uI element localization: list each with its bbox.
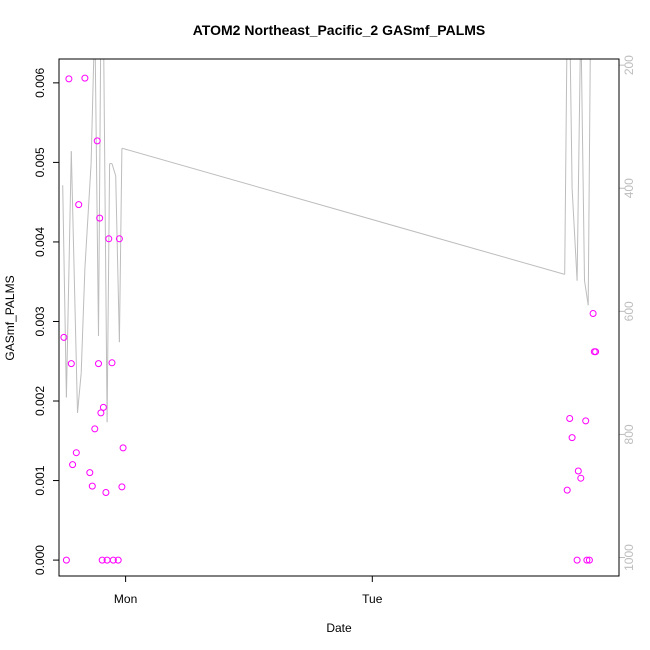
line-segment (571, 188, 578, 281)
data-point (91, 425, 99, 433)
line-segment (84, 163, 92, 269)
data-point (67, 360, 75, 368)
line-segment (569, 59, 573, 189)
line-segment (111, 163, 117, 177)
data-point (577, 474, 585, 482)
x-tick-label: Mon (114, 592, 137, 606)
data-point (98, 556, 106, 564)
data-point (589, 310, 597, 317)
data-point (99, 403, 107, 411)
data-point (573, 556, 581, 564)
y-tick-label: 0.001 (33, 465, 47, 495)
line-segment (90, 59, 95, 164)
plot-frame (58, 58, 620, 577)
line-segment (576, 59, 581, 281)
data-point (563, 486, 571, 494)
line-segment (62, 185, 67, 398)
y-right-tick-label: 800 (622, 424, 636, 444)
y-tick-label: 0.003 (33, 306, 47, 336)
data-point (72, 449, 80, 457)
line-segment (118, 148, 123, 343)
line-series (62, 59, 591, 423)
data-point (119, 444, 127, 452)
y-tick-label: 0.005 (33, 147, 47, 177)
data-point (93, 137, 101, 145)
data-point (102, 489, 110, 496)
data-point (108, 359, 116, 367)
line-segment (584, 280, 589, 306)
data-point (96, 214, 104, 222)
line-segment (115, 175, 120, 343)
y-tick-label: 0.004 (33, 227, 47, 257)
data-point (105, 235, 113, 243)
line-segment (98, 59, 102, 337)
chart-title: ATOM2 Northeast_Pacific_2 GASmf_PALMS (193, 22, 486, 38)
data-point (583, 556, 591, 564)
data-point (574, 467, 582, 475)
line-segment (587, 59, 591, 306)
data-point (566, 415, 574, 422)
line-segment (103, 59, 108, 423)
data-point (109, 556, 117, 564)
data-point (585, 556, 593, 564)
y-right-tick-label: 1000 (622, 544, 636, 571)
y-tick-label: 0.000 (33, 545, 47, 575)
data-point (81, 74, 89, 82)
x-tick-label: Tue (362, 592, 383, 606)
line-segment (65, 151, 72, 398)
data-point (65, 75, 73, 83)
data-point (60, 333, 68, 341)
data-point (75, 201, 83, 209)
data-point (62, 556, 70, 564)
data-point (592, 348, 600, 356)
data-point (86, 469, 94, 477)
data-point (95, 360, 102, 368)
data-point (118, 483, 126, 491)
point-series (60, 74, 600, 564)
data-point (114, 556, 122, 564)
data-point (568, 434, 576, 442)
axes: Mon Tue 0.000 0.001 0.002 0.003 0.004 0.005 0.00… (33, 55, 636, 606)
data-point (88, 482, 96, 490)
line-segment (121, 147, 565, 275)
data-point (582, 417, 590, 425)
line-segment (564, 59, 568, 275)
line-segment (580, 59, 585, 281)
y-axis-label: GASmf_PALMS (3, 275, 17, 360)
y-right-tick-label: 200 (622, 55, 636, 75)
y-tick-label: 0.002 (33, 386, 47, 416)
line-segment (77, 372, 82, 413)
line-segment (94, 59, 99, 337)
data-point (69, 461, 77, 469)
y-right-tick-label: 400 (622, 178, 636, 198)
line-segment (106, 163, 111, 423)
line-segment (80, 268, 86, 373)
data-point (97, 409, 105, 417)
x-axis-label: Date (326, 621, 352, 635)
line-segment (70, 151, 78, 413)
data-point (115, 235, 123, 243)
y-right-tick-label: 600 (622, 301, 636, 321)
y-tick-label: 0.006 (33, 68, 47, 98)
